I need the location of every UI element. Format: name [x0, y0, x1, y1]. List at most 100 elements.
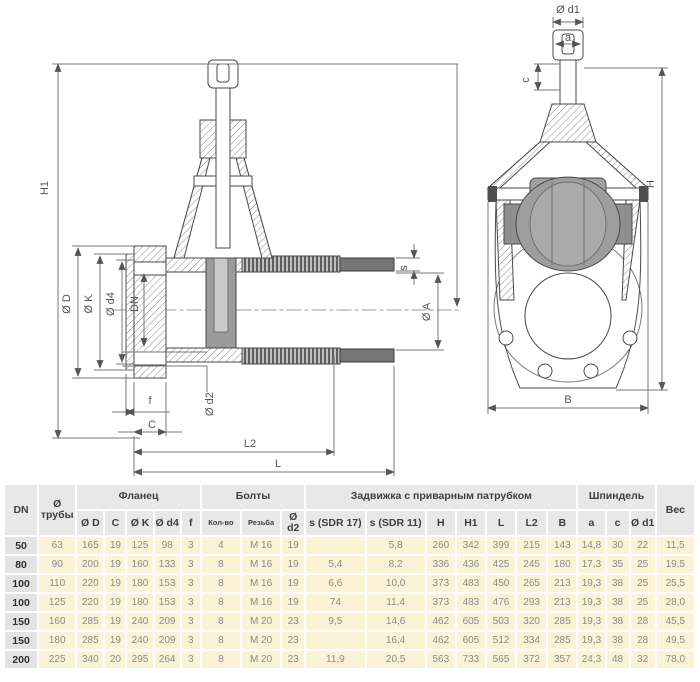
cell-dn: 100 — [5, 594, 38, 612]
table-row: 50 63 165 19 125 98 3 4 M 16 19 5,8 260 342 399 215 143… — [5, 537, 694, 555]
header-group: Шпиндель — [578, 485, 655, 509]
cell-value: 285 — [548, 632, 577, 650]
dim-label-h1: H1 — [39, 181, 51, 195]
bolt-hole-bottom — [133, 351, 167, 366]
dim-label-oa: Ø A — [421, 302, 433, 321]
cell-value: 125 — [127, 537, 153, 555]
cell-value: 462 — [426, 613, 455, 631]
bonnet-bolt-right — [639, 186, 648, 202]
cell-value: 19 — [105, 537, 126, 555]
cell-value: 399 — [486, 537, 516, 555]
header-sub: Ø d4 — [154, 511, 180, 536]
header-sub: L2 — [517, 511, 547, 536]
dim-label-ok: Ø K — [83, 294, 95, 314]
cell-dn: 80 — [5, 556, 38, 574]
cell-value: 17,3 — [578, 556, 605, 574]
bolt-hole-top — [133, 261, 167, 276]
cell-value: 19,5 — [656, 556, 694, 574]
cell-value: 10,0 — [366, 575, 425, 593]
wedge-disc-inner — [529, 181, 607, 267]
cell-value: 63 — [39, 537, 76, 555]
stuffing-box — [539, 103, 597, 143]
cell-value: 11,9 — [306, 651, 365, 669]
side-view-dimensions — [52, 63, 461, 476]
header-sub: Кол-во — [201, 511, 240, 536]
cell-value: 133 — [154, 556, 180, 574]
spindle-rod — [215, 87, 231, 249]
header-sub: f — [181, 511, 200, 536]
pe-pipe-wall-bottom — [339, 348, 395, 363]
dim-label-dn: DN — [129, 296, 141, 312]
header-sub: Резьба — [241, 511, 281, 536]
cell-value: 9,5 — [306, 613, 365, 631]
spindle-top-slot — [216, 63, 230, 83]
cell-value: 512 — [486, 632, 516, 650]
header-group: Болты — [201, 485, 305, 509]
cell-value: 23 — [282, 613, 305, 631]
cell-value: 3 — [181, 556, 200, 574]
cell-value: 200 — [77, 556, 104, 574]
spindle-rod-front — [559, 59, 577, 105]
cell-value: 28 — [630, 632, 655, 650]
cell-value: 160 — [39, 613, 76, 631]
cell-value: 565 — [486, 651, 516, 669]
cell-value: M 16 — [241, 556, 281, 574]
cell-value: 8 — [201, 632, 240, 650]
cell-value: M 16 — [241, 594, 281, 612]
cell-value: 14,6 — [366, 613, 425, 631]
bonnet-bolt-left — [488, 186, 497, 202]
cell-value: 3 — [181, 613, 200, 631]
cell-value: 25 — [630, 556, 655, 574]
header-sub: s (SDR 17) — [306, 511, 365, 536]
cell-value: 180 — [39, 632, 76, 650]
cell-value: 450 — [486, 575, 516, 593]
cell-value: 342 — [456, 537, 485, 555]
cell-value: 19 — [282, 556, 305, 574]
cell-value: 503 — [486, 613, 516, 631]
cell-value: 225 — [39, 651, 76, 669]
table-row: 100 110 220 19 180 153 3 8 M 16 19 6,6 10,0 373 483 45… — [5, 575, 694, 593]
table-row: 150 160 285 19 240 209 3 8 M 20 23 9,5 14,6 462 605 50… — [5, 613, 694, 631]
cell-value: 213 — [548, 594, 577, 612]
cell-value: 19 — [105, 594, 126, 612]
flange-bolt-hole — [537, 363, 553, 379]
cell-value: 22 — [630, 537, 655, 555]
cell-value: 320 — [517, 613, 547, 631]
cell-value: 8,2 — [366, 556, 425, 574]
cell-value: 245 — [517, 556, 547, 574]
header-group: Фланец — [77, 485, 200, 509]
cell-value: 483 — [456, 575, 485, 593]
cell-value: 98 — [154, 537, 180, 555]
cell-value: 35 — [606, 556, 629, 574]
cell-value: 372 — [517, 651, 547, 669]
cell-value: 215 — [517, 537, 547, 555]
header-sub: B — [548, 511, 577, 536]
cell-value: 143 — [548, 537, 577, 555]
cell-value: 14,8 — [578, 537, 605, 555]
cell-value: 336 — [426, 556, 455, 574]
cell-value: 476 — [486, 594, 516, 612]
cell-value: 25,5 — [656, 575, 694, 593]
dim-label-f: f — [148, 395, 152, 407]
cell-value: 11,4 — [366, 594, 425, 612]
header-sub: s (SDR 11) — [366, 511, 425, 536]
cell-value: 373 — [426, 594, 455, 612]
cell-value: 8 — [201, 613, 240, 631]
table-row: 150 180 285 19 240 209 3 8 M 20 23 16,4 462 605 512 33… — [5, 632, 694, 650]
dim-label-c: c — [520, 77, 532, 83]
cell-value: 357 — [548, 651, 577, 669]
pe-pipe-wall-top — [339, 257, 395, 272]
cell-value: M 16 — [241, 537, 281, 555]
body-wall-bottom — [165, 347, 243, 363]
dim-label-c-flange: C — [148, 419, 156, 431]
header-sub: Ø d1 — [630, 511, 655, 536]
cell-value: 48 — [606, 651, 629, 669]
cell-value: 733 — [456, 651, 485, 669]
cell-value: 8 — [201, 594, 240, 612]
cell-value: 153 — [154, 594, 180, 612]
technical-drawing-area: H1 Ø D Ø K Ø d4 DN Ø d2 f C L2 L s Ø A — [39, 4, 668, 476]
cell-dn: 150 — [5, 632, 38, 650]
